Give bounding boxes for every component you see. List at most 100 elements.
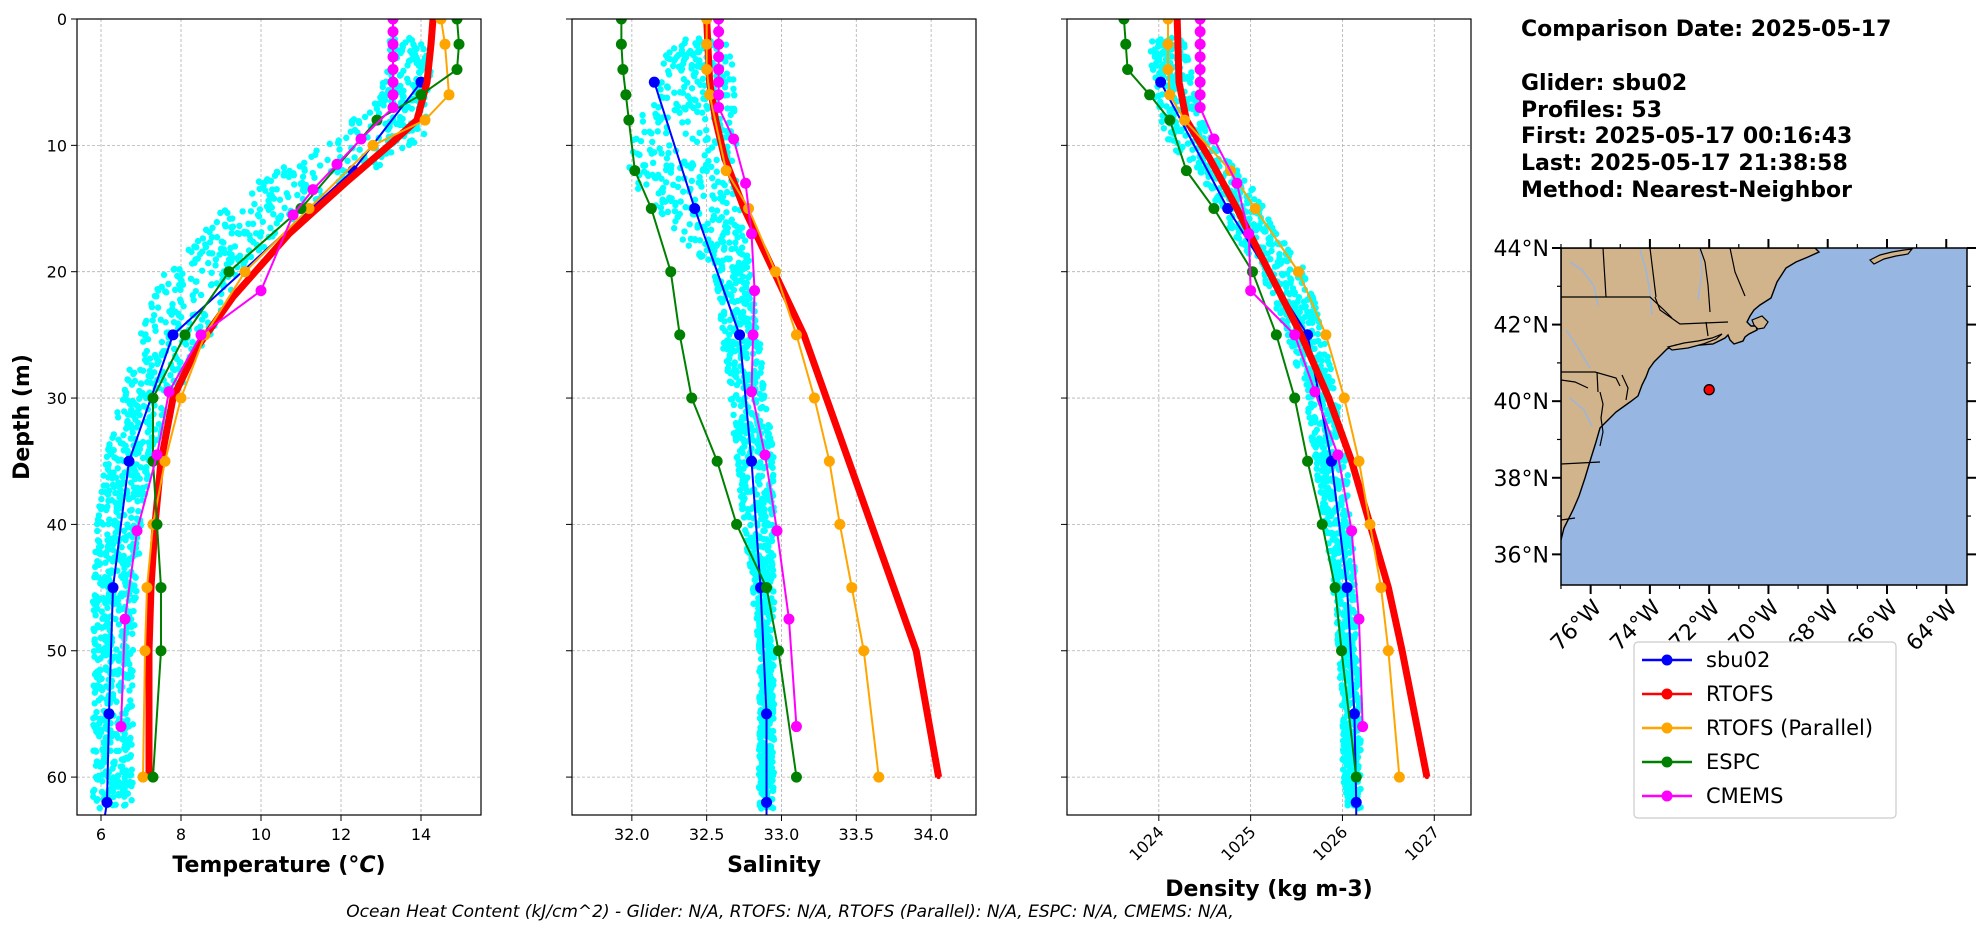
glider-scatter-point <box>397 88 404 96</box>
glider-scatter-point <box>728 379 735 387</box>
glider-scatter-point <box>704 134 711 142</box>
glider-scatter-point <box>663 155 671 162</box>
glider-scatter-point <box>121 730 128 737</box>
glider-scatter-point <box>1344 472 1352 479</box>
x-tick-label: 33.5 <box>838 825 874 844</box>
glider-scatter-point <box>122 425 130 432</box>
glider-scatter-point <box>1305 408 1312 416</box>
glider-scatter-point <box>737 466 744 473</box>
glider-position-marker <box>1703 384 1715 396</box>
series-point <box>1400 648 1405 653</box>
glider-scatter-point <box>1323 373 1330 380</box>
glider-scatter-point <box>270 211 277 218</box>
glider-scatter-point <box>153 293 160 300</box>
legend-box <box>1633 641 1897 819</box>
glider-scatter-point <box>135 508 142 515</box>
glider-scatter-point <box>130 412 137 419</box>
series-point <box>1164 114 1176 126</box>
glider-scatter-point <box>764 605 771 612</box>
glider-scatter-point <box>713 207 721 214</box>
series-point <box>425 80 429 85</box>
glider-scatter-point <box>301 165 308 173</box>
glider-scatter-point <box>763 630 770 637</box>
glider-scatter-point <box>326 140 333 148</box>
glider-scatter-point <box>708 144 716 151</box>
series-point <box>1424 775 1429 780</box>
glider-scatter-point <box>273 220 280 227</box>
temperature-panel: 6 8 10 12 14 0 10 20 30 40 50 60 Temperature (°C) D… <box>10 10 482 878</box>
series-point <box>713 38 725 50</box>
series-point <box>761 796 773 808</box>
glider-scatter-point <box>732 367 739 374</box>
series-point <box>701 19 713 25</box>
glider-scatter-point <box>770 471 777 479</box>
glider-scatter-point <box>149 317 156 324</box>
glider-scatter-point <box>213 234 221 241</box>
glider-scatter-point <box>1166 136 1174 143</box>
glider-scatter-point <box>1178 126 1186 133</box>
series-point <box>846 582 858 594</box>
glider-scatter-point <box>756 460 764 467</box>
glider-scatter-point <box>735 309 742 316</box>
glider-scatter-point <box>294 191 301 199</box>
glider-scatter-point <box>692 69 699 76</box>
glider-scatter-point <box>682 204 689 211</box>
glider-scatter-point <box>1154 50 1161 57</box>
glider-scatter-point <box>756 340 764 348</box>
glider-scatter-point <box>640 168 648 175</box>
glider-scatter-point <box>678 47 686 54</box>
glider-scatter-point <box>722 41 730 48</box>
glider-scatter-point <box>103 453 111 460</box>
temperature-ticks: 6 8 10 12 14 0 10 20 30 40 50 60 <box>47 10 432 844</box>
glider-scatter-point <box>397 82 404 90</box>
glider-scatter-point <box>1296 308 1303 316</box>
temperature-axes-frame <box>76 18 482 816</box>
glider-scatter-point <box>770 662 777 670</box>
series-point <box>1382 645 1394 657</box>
glider-scatter-point <box>130 484 138 491</box>
glider-scatter-point <box>670 57 678 64</box>
series-point <box>1194 76 1206 88</box>
glider-scatter-point <box>114 734 122 742</box>
glider-scatter-point <box>1349 606 1357 614</box>
glider-scatter-point <box>137 380 145 387</box>
glider-scatter-point <box>681 83 688 91</box>
legend-marker <box>1661 654 1673 666</box>
glider-scatter-point <box>118 557 125 565</box>
glider-scatter-point <box>102 664 110 671</box>
glider-scatter-point <box>104 491 112 498</box>
glider-scatter-point <box>1262 228 1269 235</box>
glider-scatter-point <box>167 372 174 379</box>
glider-scatter-point <box>1314 337 1322 345</box>
glider-scatter-point <box>1287 280 1294 287</box>
series-point <box>772 645 784 657</box>
x-tick-label: 34.0 <box>913 825 949 844</box>
series-point <box>1393 771 1405 783</box>
series-point <box>119 613 131 625</box>
glider-scatter-point <box>290 170 297 177</box>
glider-scatter-point <box>686 221 693 228</box>
glider-scatter-point <box>387 149 395 156</box>
glider-scatter-point <box>275 214 282 222</box>
glider-scatter-point <box>216 251 223 258</box>
glider-scatter-point <box>730 401 738 409</box>
glider-scatter-point <box>127 479 135 486</box>
series-point <box>107 582 119 594</box>
series-point <box>139 645 151 657</box>
glider-scatter-point <box>734 234 741 241</box>
glider-scatter-point <box>177 286 184 294</box>
glider-scatter-point <box>711 195 718 202</box>
glider-scatter-point <box>143 347 151 355</box>
series-point <box>790 771 802 783</box>
glider-scatter-point <box>658 150 665 157</box>
glider-scatter-point <box>680 188 687 195</box>
map-chesapeake-bay <box>1599 391 1604 447</box>
glider-scatter-point <box>1341 532 1349 539</box>
series-point <box>1194 19 1206 25</box>
series-point <box>1316 518 1328 530</box>
glider-scatter-point <box>757 369 764 376</box>
density-panel: 1024 1025 1026 1027 Density (kg m-3) <box>1061 18 1472 902</box>
legend-marker <box>1661 722 1673 734</box>
glider-scatter-point <box>673 100 680 108</box>
series-point <box>255 285 267 297</box>
